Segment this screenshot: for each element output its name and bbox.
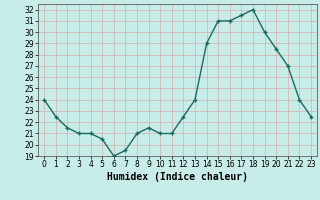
X-axis label: Humidex (Indice chaleur): Humidex (Indice chaleur) bbox=[107, 172, 248, 182]
